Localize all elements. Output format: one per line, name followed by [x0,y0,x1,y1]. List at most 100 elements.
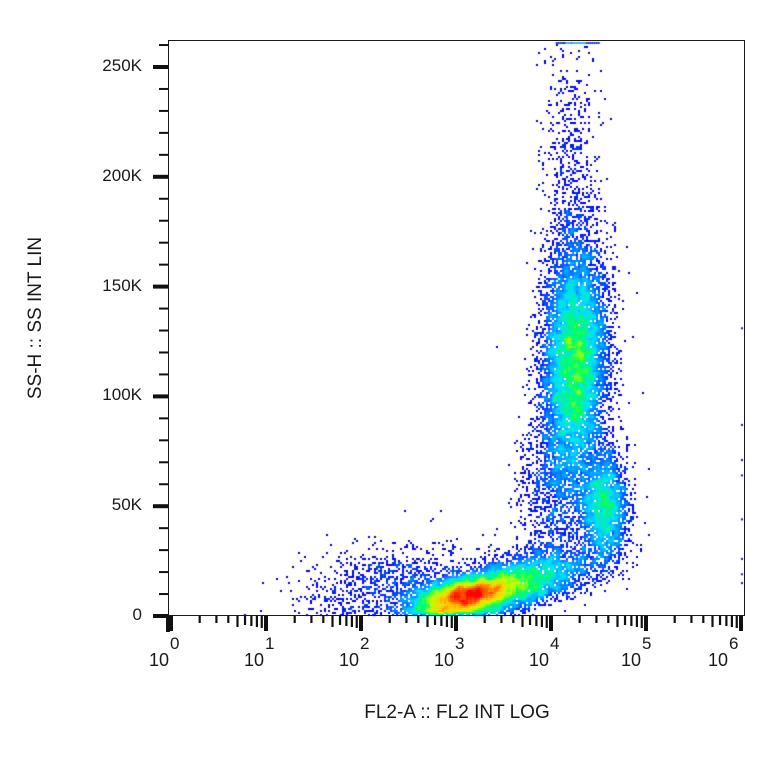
x-minor-tick [595,616,598,623]
x-minor-tick [578,616,581,623]
x-major-tick [739,616,743,631]
x-minor-tick [730,616,733,627]
x-minor-tick [640,616,643,628]
y-minor-tick [159,109,168,112]
x-minor-tick [630,616,633,626]
x-minor-tick [440,616,443,626]
x-major-tick [264,616,268,631]
y-minor-tick [159,483,168,486]
plot-frame [168,40,745,616]
x-tick-base: 10 [708,650,729,670]
y-major-tick [153,614,168,618]
y-tick-label: 50K [111,495,142,515]
x-major-tick [549,616,553,631]
x-minor-tick [388,616,391,623]
y-minor-tick [159,87,168,90]
x-minor-tick [405,616,408,623]
x-tick-base: 10 [621,650,642,670]
y-minor-tick [159,373,168,376]
x-minor-tick [635,616,638,627]
x-minor-tick [215,616,218,623]
x-minor-tick [260,616,263,628]
y-major-tick [153,284,168,289]
x-major-tick [644,616,648,631]
y-major-tick [153,504,168,509]
y-minor-tick [159,329,168,332]
y-minor-tick [159,461,168,464]
x-minor-tick [711,616,714,627]
x-minor-tick [521,616,524,627]
x-tick-base: 10 [244,650,265,670]
y-tick-label: 100K [102,385,142,405]
x-major-tick [454,616,458,631]
x-minor-tick [310,616,313,623]
y-tick-label: 250K [102,56,142,75]
y-minor-tick [159,527,168,530]
x-minor-tick [236,616,239,627]
x-minor-tick [426,616,429,627]
y-minor-tick [159,197,168,200]
y-minor-tick [159,307,168,310]
y-minor-tick [159,439,168,442]
y-minor-tick [159,263,168,266]
x-tick-exponent: 2 [360,634,370,653]
y-minor-tick [159,593,168,596]
x-major-tick [359,616,363,631]
y-minor-tick [159,351,168,354]
x-tick-base: 10 [529,650,550,670]
y-minor-tick [159,549,168,552]
x-major-tick [169,616,173,631]
x-minor-tick [528,616,532,625]
x-tick-exponent: 0 [170,634,180,653]
y-major-tick [153,65,168,69]
x-minor-tick [243,616,247,625]
x-minor-tick [545,616,548,628]
x-minor-tick [250,616,253,626]
x-minor-tick [322,616,325,623]
y-minor-tick [159,44,168,47]
x-minor-tick [433,616,437,625]
y-tick-label: 0 [132,605,142,624]
x-minor-tick [673,616,676,623]
y-minor-tick [159,417,168,420]
x-minor-tick [417,616,420,623]
x-minor-tick [255,616,258,627]
x-minor-tick [718,616,722,625]
x-tick-exponent: 3 [455,634,465,653]
x-minor-tick [690,616,693,623]
x-minor-tick [616,616,619,627]
x-minor-tick [445,616,448,627]
origin-tick [166,616,170,632]
x-minor-tick [540,616,543,627]
x-minor-tick [735,616,738,628]
x-minor-tick [512,616,515,623]
x-minor-tick [355,616,358,628]
x-minor-tick [345,616,348,626]
x-minor-tick [198,616,201,623]
x-tick-base: 10 [339,650,360,670]
x-minor-tick [623,616,627,625]
x-minor-tick [702,616,705,623]
x-minor-tick [483,616,486,623]
x-minor-tick [331,616,334,627]
x-minor-tick [450,616,453,628]
x-minor-tick [227,616,230,623]
x-tick-base: 10 [434,650,455,670]
x-minor-tick [293,616,296,623]
y-major-tick [153,174,168,179]
x-minor-tick [500,616,503,623]
y-tick-label: 200K [102,165,142,185]
x-tick-exponent: 5 [642,634,652,653]
y-minor-tick [159,571,168,574]
x-minor-tick [535,616,538,626]
x-minor-tick [350,616,353,627]
x-axis-title: FL2-A :: FL2 INT LOG [364,702,550,723]
x-tick-base: 10 [149,650,170,670]
x-tick-exponent: 1 [265,634,275,653]
y-axis-title: SS-H :: SS INT LIN [25,236,46,400]
y-minor-tick [159,131,168,134]
y-minor-tick [159,153,168,156]
x-minor-tick [338,616,342,625]
